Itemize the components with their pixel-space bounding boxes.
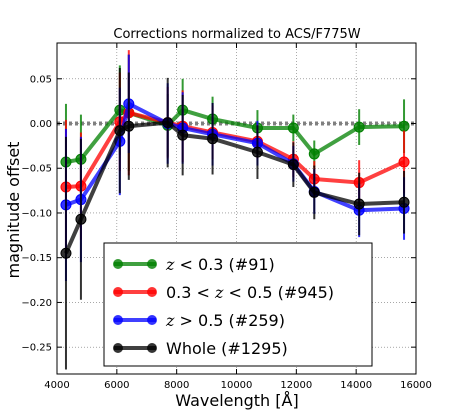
- data-point: [398, 120, 410, 132]
- y-tick-label: −0.20: [21, 298, 52, 309]
- data-point: [60, 247, 72, 259]
- legend-marker: [113, 259, 123, 269]
- x-tick-label: 10000: [221, 380, 253, 391]
- data-point: [398, 156, 410, 168]
- legend-label-part: Whole (#1295): [166, 339, 288, 358]
- data-point: [162, 117, 174, 129]
- legend-marker: [147, 259, 157, 269]
- data-point: [353, 121, 365, 133]
- data-point: [308, 148, 320, 160]
- data-point: [75, 213, 87, 225]
- y-tick-label: 0.05: [30, 74, 52, 85]
- x-tick-label: 4000: [44, 380, 69, 391]
- legend-marker: [147, 315, 157, 325]
- data-point: [114, 125, 126, 137]
- legend-marker: [113, 287, 123, 297]
- legend-label-part: 0.3 <: [166, 283, 215, 302]
- y-tick-label: −0.05: [21, 164, 52, 175]
- data-point: [287, 122, 299, 134]
- legend-label-part: < 0.3 (#91): [174, 255, 274, 274]
- legend-label: z < 0.3 (#91): [165, 255, 275, 274]
- legend-label: Whole (#1295): [166, 339, 288, 358]
- legend-label-part: > 0.5 (#259): [174, 311, 285, 330]
- y-tick-label: −0.10: [21, 208, 52, 219]
- legend-label: 0.3 < z < 0.5 (#945): [166, 283, 334, 302]
- x-tick-label: 8000: [164, 380, 189, 391]
- y-tick-label: −0.15: [21, 253, 52, 264]
- x-tick-label: 12000: [280, 380, 312, 391]
- legend-label-z: z: [165, 311, 175, 330]
- series-4: [60, 68, 410, 370]
- data-point: [398, 196, 410, 208]
- y-axis-label: magnitude offset: [4, 142, 23, 279]
- data-point: [177, 129, 189, 141]
- y-tick-label: 0.00: [30, 119, 52, 130]
- legend-marker: [113, 343, 123, 353]
- legend-label-part: < 0.5 (#945): [223, 283, 334, 302]
- data-point: [251, 146, 263, 158]
- series-group: [60, 50, 410, 370]
- data-point: [308, 186, 320, 198]
- x-axis-label: Wavelength [Å]: [175, 391, 298, 410]
- x-tick-label: 14000: [340, 380, 372, 391]
- legend-label-z: z: [214, 283, 224, 302]
- data-point: [353, 198, 365, 210]
- axis-ticks: 4000 6000 8000 10000 12000 14000 16000 0.05 0.00…: [21, 43, 432, 391]
- data-point: [123, 120, 135, 132]
- x-tick-label: 6000: [104, 380, 129, 391]
- legend-marker: [147, 343, 157, 353]
- legend-label: z > 0.5 (#259): [165, 311, 285, 330]
- data-point: [207, 133, 219, 145]
- x-tick-label: 16000: [400, 380, 432, 391]
- y-tick-label: −0.25: [21, 343, 52, 354]
- chart-title: Corrections normalized to ACS/F775W: [113, 27, 360, 42]
- legend-marker: [147, 287, 157, 297]
- legend: z < 0.3 (#91)0.3 < z < 0.5 (#945)z > 0.5…: [103, 242, 373, 367]
- data-point: [287, 159, 299, 171]
- legend-label-z: z: [165, 255, 175, 274]
- legend-marker: [113, 315, 123, 325]
- series-line: [64, 120, 405, 255]
- series-line: [65, 108, 405, 164]
